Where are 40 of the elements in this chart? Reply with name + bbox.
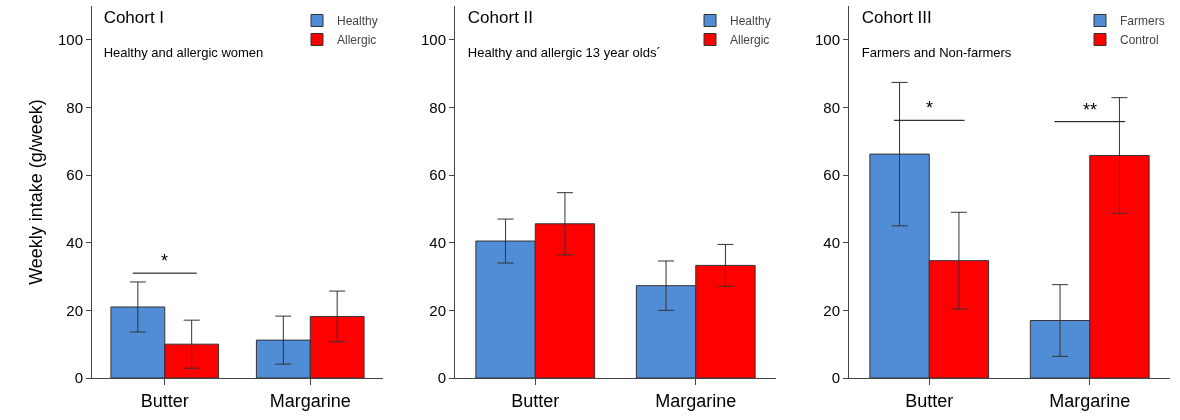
y-tick-label: 40 (822, 233, 840, 251)
chart-title: Cohort II (468, 8, 534, 28)
legend-label: Allergic (730, 33, 770, 48)
y-tick-label: 0 (437, 369, 447, 387)
x-tick-label: Butter (140, 390, 189, 411)
text: Farmers and Non-farmers (861, 45, 1012, 61)
y-tick-label: 40 (429, 233, 447, 251)
y-tick-label: 60 (822, 166, 840, 184)
text: Healthy and allergic 13 year olds´ (468, 45, 662, 61)
annotation: * (925, 98, 933, 118)
annotation: ** (1082, 100, 1097, 120)
y-tick-label: 60 (429, 166, 447, 184)
y-tick-label: 80 (429, 98, 447, 116)
legend-label: Allergic (337, 33, 377, 48)
y-tick-label: 80 (66, 98, 83, 116)
legend-label: Healthy (730, 14, 772, 29)
y-tick-label: 100 (814, 31, 840, 49)
y-tick-label: 100 (57, 31, 83, 49)
annotation: * (161, 251, 169, 271)
chart-title: Cohort III (861, 8, 932, 28)
legend-label: Farmers (1119, 14, 1165, 29)
y-axis-title: Weekly intake (g/week) (26, 99, 47, 285)
x-tick-label: Margarine (1048, 390, 1130, 411)
y-tick-label: 20 (822, 301, 840, 319)
x-tick-label: Butter (511, 390, 560, 411)
y-tick-label: 0 (74, 369, 83, 387)
y-tick-label: 0 (831, 369, 840, 387)
x-tick-label: Butter (904, 390, 953, 411)
text: Healthy and allergic women (103, 45, 264, 61)
x-tick-label: Margarine (269, 390, 351, 411)
chart-title: Cohort I (103, 8, 165, 28)
x-tick-label: Margarine (655, 390, 737, 411)
y-tick-label: 100 (421, 31, 447, 49)
y-tick-label: 80 (822, 98, 840, 116)
legend-label: Control (1119, 33, 1159, 48)
y-tick-label: 20 (429, 301, 447, 319)
y-tick-label: 40 (66, 233, 83, 251)
legend-label: Healthy (337, 14, 378, 29)
y-tick-label: 60 (66, 166, 83, 184)
y-tick-label: 20 (66, 301, 83, 319)
